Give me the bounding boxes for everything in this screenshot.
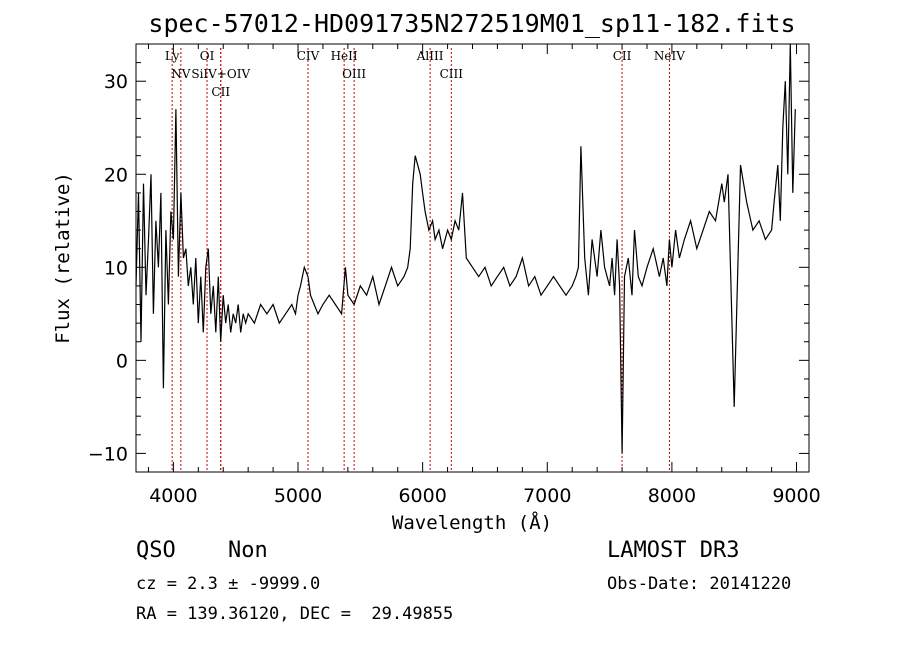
spectrum-line xyxy=(135,43,796,454)
y-tick-label-30: 30 xyxy=(104,71,128,93)
y-axis-ticks: −10 0 10 20 30 xyxy=(88,43,809,465)
y-tick-label-20: 20 xyxy=(104,164,128,186)
line-label-ly-0: Ly xyxy=(165,49,180,63)
x-tick-label-6000: 6000 xyxy=(398,485,446,507)
x-tick-label-4000: 4000 xyxy=(149,485,197,507)
coordinates-readout: RA = 139.36120, DEC = 29.49855 xyxy=(136,604,454,624)
observation-date: Obs-Date: 20141220 xyxy=(607,574,792,594)
x-tick-label-5000: 5000 xyxy=(274,485,322,507)
spectral-line-labels: Ly NV OI SiIV+OIV CII CIV HeII OIII AlIII CIII CII… xyxy=(165,49,685,99)
x-axis-ticks: 4000 5000 6000 7000 8000 9000 xyxy=(147,44,821,507)
line-label-cii-4: CII xyxy=(211,85,230,99)
object-subclass: Non xyxy=(228,538,268,563)
line-label-oiii-7: OIII xyxy=(342,67,366,81)
y-axis-label: Flux (relative) xyxy=(52,172,74,344)
spectral-line-markers xyxy=(171,48,670,472)
x-axis-label: Wavelength (Å) xyxy=(392,511,552,534)
line-label-civ-5: CIV xyxy=(297,49,320,63)
x-tick-label-8000: 8000 xyxy=(648,485,696,507)
line-label-ciii-9: CIII xyxy=(440,67,464,81)
y-tick-label--10: −10 xyxy=(88,443,128,465)
y-tick-label-0: 0 xyxy=(116,350,128,372)
line-label-aliii-8: AlIII xyxy=(416,49,444,63)
chart-title: spec-57012-HD091735N272519M01_sp11-182.f… xyxy=(148,9,795,38)
line-label-oi-2: OI xyxy=(200,49,215,63)
line-label-neiv-11: NeIV xyxy=(654,49,685,63)
plot-frame xyxy=(135,43,810,473)
x-tick-label-7000: 7000 xyxy=(523,485,571,507)
survey-name: LAMOST DR3 xyxy=(607,538,740,563)
line-label-siiv-oiv-3: SiIV+OIV xyxy=(191,67,250,81)
redshift-readout: cz = 2.3 ± -9999.0 xyxy=(136,574,321,594)
x-tick-label-9000: 9000 xyxy=(772,485,820,507)
line-label-cii-10: CII xyxy=(613,49,632,63)
line-label-heii-6: HeII xyxy=(331,49,358,63)
y-tick-label-10: 10 xyxy=(104,257,128,279)
line-label-nv-1: NV xyxy=(171,67,191,81)
object-class: QSO xyxy=(136,538,176,563)
